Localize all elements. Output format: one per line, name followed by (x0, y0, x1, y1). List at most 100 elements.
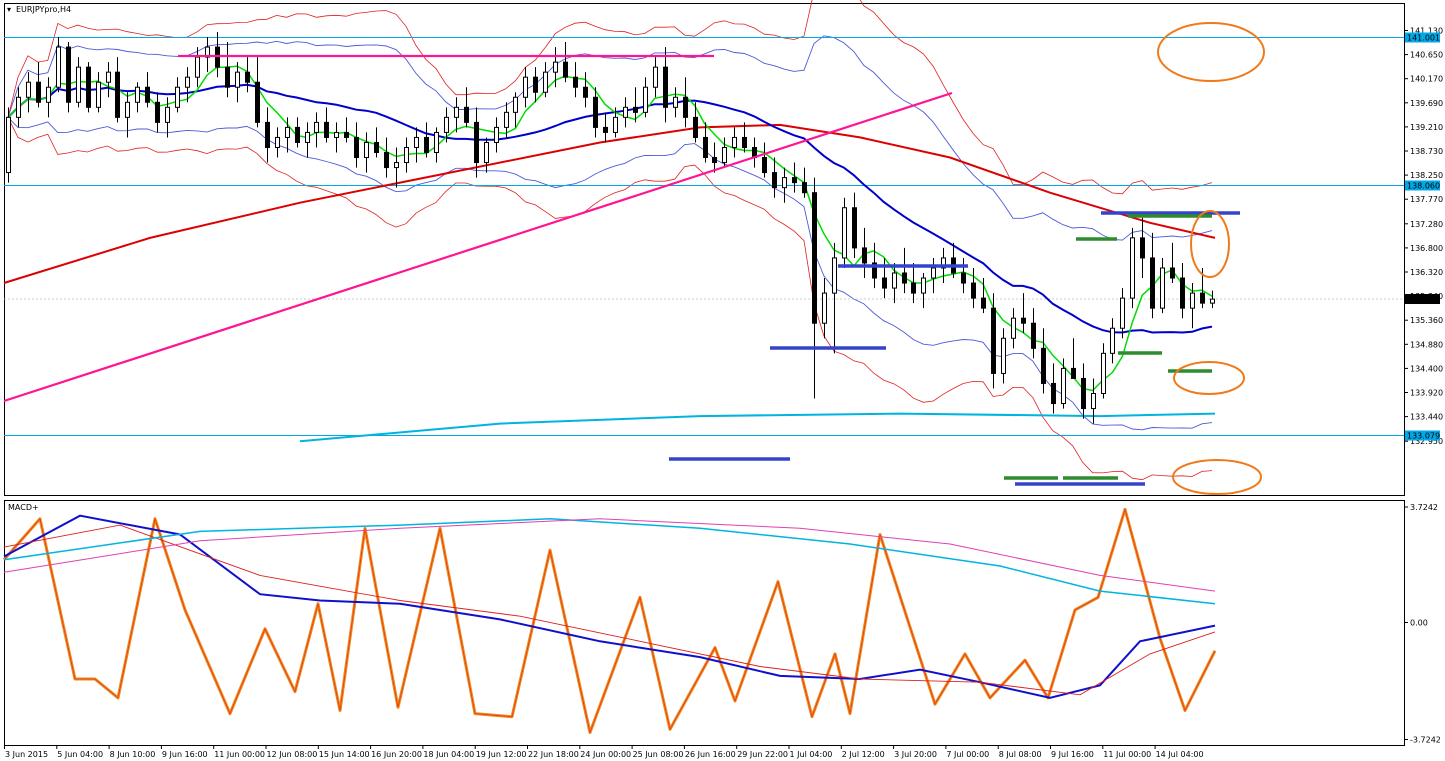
candle-body (235, 71, 240, 88)
candle-body (96, 81, 101, 108)
price-tick-label: 139.210 (1410, 123, 1443, 132)
candle-body (265, 121, 270, 148)
candle-body (732, 136, 737, 148)
current-price-tag (1405, 294, 1440, 305)
macd-line (3, 514, 1216, 699)
time-tick-label: 1 Jul 04:00 (790, 750, 833, 759)
price-tick-label: 132.950 (1410, 437, 1443, 446)
candle-body (1110, 327, 1115, 354)
time-tick-label: 9 Jul 16:00 (1051, 750, 1094, 759)
candle-body (46, 86, 51, 103)
candle-body (165, 106, 170, 123)
candle-body (185, 76, 190, 88)
price-tick-label: 137.770 (1410, 195, 1443, 204)
macd-oscillator-signal (3, 507, 1216, 734)
candle-body (653, 66, 658, 88)
time-axis: 3 Jun 2015 5 Jun 04:00 8 Jun 10:00 9 Jun 16… (4, 745, 1204, 759)
highlight-ellipse (1157, 22, 1265, 82)
candle-body (1150, 257, 1155, 309)
time-tick-label: 26 Jun 16:00 (685, 750, 736, 759)
price-tick-label: 140.170 (1410, 75, 1443, 84)
bollinger-upper (7, 35, 1213, 241)
price-tick-label: 133.440 (1410, 413, 1443, 422)
candle-body (354, 136, 359, 159)
candle-body (832, 257, 837, 294)
time-tick-label: 25 Jun 08:00 (633, 750, 684, 759)
candle-body (842, 207, 847, 259)
candle-body (673, 96, 678, 108)
time-tick-label: 24 Jun 00:00 (580, 750, 631, 759)
candle-body (573, 76, 578, 88)
candle-body (981, 297, 986, 309)
candle-body (533, 76, 538, 93)
candle-body (195, 56, 200, 78)
candle-body (86, 66, 91, 108)
bollinger-bands (7, 0, 1213, 481)
candle-body (245, 71, 250, 83)
candle-body (364, 141, 369, 159)
level-tag (1405, 180, 1440, 191)
candle-body (135, 86, 140, 103)
candle-body (563, 61, 568, 78)
candle-body (911, 282, 916, 294)
time-tick-label: 3 Jul 20:00 (894, 750, 937, 759)
horizontal-level-lines: 141.001 138.060 133.079 135.782 (4, 32, 1440, 441)
candle-body (394, 162, 399, 169)
candle-body (693, 116, 698, 138)
macd-signal-line (3, 524, 1216, 696)
macd-axis: 3.7242 0.00 -3.7242 (1404, 503, 1441, 745)
candle-body (921, 277, 926, 294)
main-panel-frame (4, 3, 1405, 496)
candle-body (454, 106, 459, 118)
price-tick-label: 139.690 (1410, 99, 1443, 108)
time-tick-label: 3 Jun 2015 (5, 750, 48, 759)
candle-body (275, 136, 280, 148)
candle-body (215, 46, 220, 68)
candle-body (504, 111, 509, 128)
time-tick-label: 7 Jul 00:00 (946, 750, 989, 759)
time-tick-label: 29 Jun 22:00 (737, 750, 788, 759)
candle-body (643, 86, 648, 113)
price-axis: 141.130 140.650 140.170 139.690 139.210 138.7… (1404, 27, 1443, 446)
candle-body (583, 86, 588, 98)
price-tick-label: 136.320 (1410, 268, 1443, 277)
candle-body (882, 277, 887, 289)
level-tag-label: 141.001 (1407, 34, 1440, 43)
price-tick-label: 138.250 (1410, 171, 1443, 180)
candle-body (444, 116, 449, 133)
macd-title: MACD+ (8, 503, 39, 512)
candle-body (106, 71, 111, 83)
candle-body (683, 96, 688, 118)
macd-tick-label: -3.7242 (1410, 736, 1441, 745)
candle-body (742, 136, 747, 148)
candle-body (872, 262, 877, 279)
candle-body (663, 66, 668, 108)
symbol-dropdown-icon[interactable]: ▾ (7, 5, 11, 14)
candle-body (553, 61, 558, 73)
candle-body (434, 131, 439, 154)
candle-body (931, 267, 936, 279)
candle-body (1071, 367, 1076, 379)
candle-body (1190, 292, 1195, 309)
price-tick-label: 133.920 (1410, 389, 1443, 398)
candle-body (802, 182, 807, 194)
candle-body (822, 292, 827, 324)
candle-body (1101, 352, 1106, 395)
candlestick-series (6, 32, 1215, 424)
candle-body (603, 126, 608, 133)
level-tag-label: 133.079 (1407, 432, 1440, 441)
candle-body (1160, 267, 1165, 309)
macd-long-line (3, 518, 1216, 605)
candle-body (852, 207, 857, 249)
macd-long-signal (3, 518, 1216, 592)
highlight-ellipse (1172, 459, 1262, 495)
candle-body (324, 121, 329, 138)
candle-body (1041, 347, 1046, 384)
candle-body (941, 257, 946, 269)
macd-tick-label: 0.00 (1410, 619, 1428, 628)
candle-body (36, 81, 41, 103)
level-tag (1405, 430, 1440, 441)
candle-body (1170, 267, 1175, 279)
candle-body (464, 106, 469, 123)
time-tick-label: 9 Jun 16:00 (162, 750, 208, 759)
